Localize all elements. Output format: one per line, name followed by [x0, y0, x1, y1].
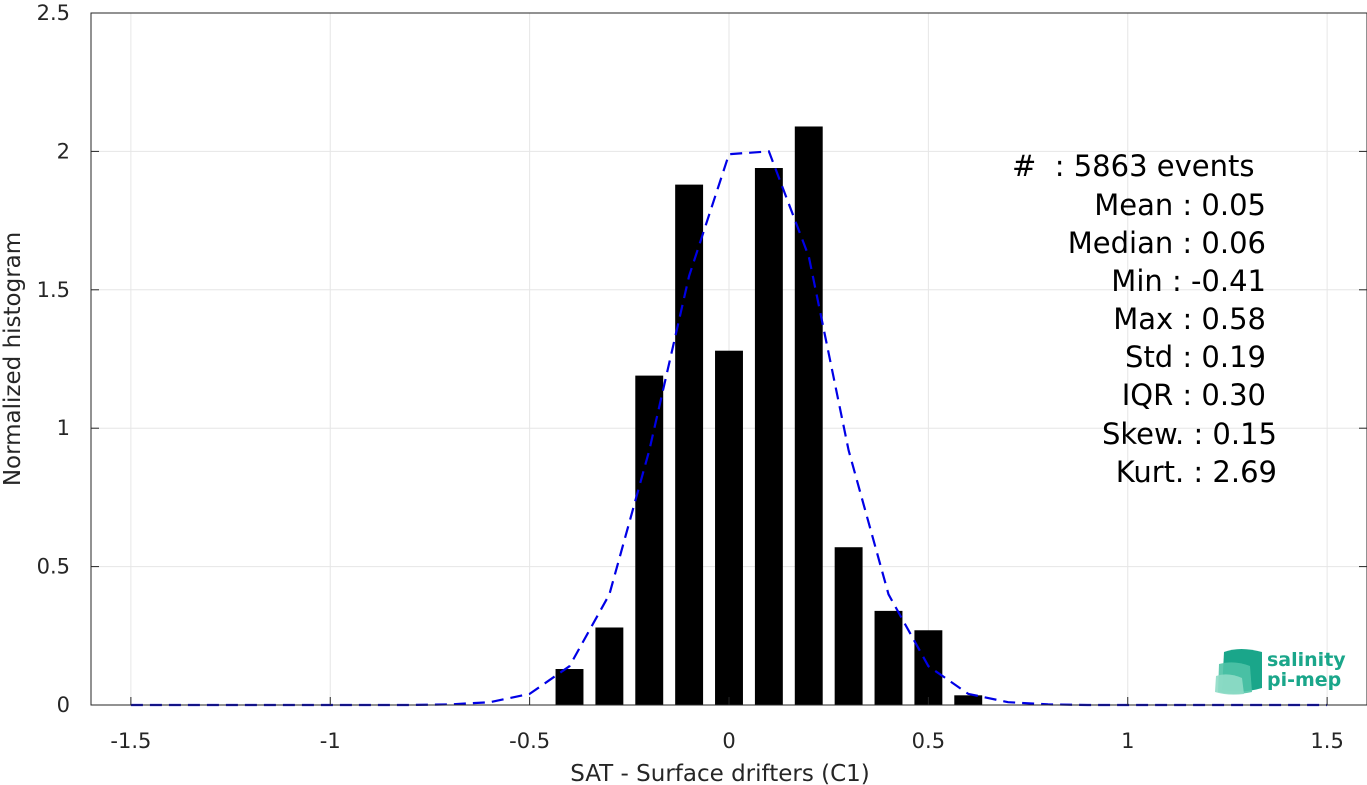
x-tick-label: 0 [722, 729, 735, 753]
y-axis-label: Normalized histogram [0, 232, 26, 486]
x-tick-label: 1 [1121, 729, 1134, 753]
x-axis-ticks: -1.5 -1 -0.5 0 0.5 1 1.5 [110, 697, 1344, 753]
stat-events: # : 5863 events [1012, 149, 1254, 183]
stats-annotation: # : 5863 events Mean : 0.05 Median : 0.0… [1012, 149, 1277, 489]
histogram-bar [914, 630, 943, 705]
y-axis-ticks: 0 0.5 1 1.5 2 2.5 [37, 1, 1367, 717]
logo-text-salinity: salinity [1267, 649, 1346, 671]
x-tick-label: 1.5 [1310, 729, 1343, 753]
histogram-bars [555, 126, 983, 706]
x-tick-label: -0.5 [509, 729, 550, 753]
salinity-pimep-logo: salinity pi-mep [1215, 649, 1346, 695]
stat-mean: Mean : 0.05 [1094, 188, 1266, 222]
histogram-bar [794, 126, 823, 706]
stat-max: Max : 0.58 [1113, 302, 1266, 336]
histogram-bar [715, 350, 743, 705]
stat-skew: Skew. : 0.15 [1102, 417, 1277, 451]
y-tick-label: 0 [57, 693, 70, 717]
y-tick-label: 2.5 [37, 1, 70, 25]
histogram-bar [675, 184, 704, 706]
wave-logo-icon [1215, 649, 1262, 695]
y-tick-label: 0.5 [37, 555, 70, 579]
histogram-bar [595, 627, 624, 705]
x-tick-label: 0.5 [912, 729, 945, 753]
histogram-bar [754, 168, 783, 705]
stat-min: Min : -0.41 [1111, 264, 1266, 298]
histogram-bar [834, 547, 863, 705]
stat-median: Median : 0.06 [1068, 226, 1266, 260]
histogram-bar [555, 669, 584, 705]
stat-kurt: Kurt. : 2.69 [1116, 455, 1277, 489]
x-tick-label: -1.5 [110, 729, 151, 753]
stat-std: Std : 0.19 [1125, 340, 1266, 374]
logo-text-pimep: pi-mep [1267, 669, 1341, 691]
x-tick-label: -1 [320, 729, 341, 753]
stat-iqr: IQR : 0.30 [1122, 378, 1266, 412]
y-tick-label: 2 [57, 139, 70, 163]
x-axis-label: SAT - Surface drifters (C1) [570, 761, 870, 785]
histogram-bar [874, 610, 903, 705]
histogram-bar [954, 695, 983, 705]
histogram-bar [635, 375, 664, 705]
y-tick-label: 1.5 [37, 278, 70, 302]
y-tick-label: 1 [57, 416, 70, 440]
